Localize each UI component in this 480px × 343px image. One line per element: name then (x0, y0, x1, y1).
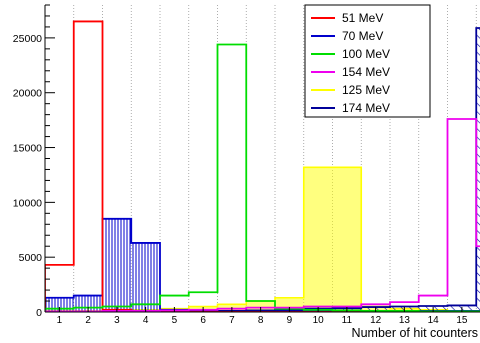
bar-70-mev-bin-3 (102, 218, 132, 312)
y-tick-label: 5000 (19, 252, 43, 264)
x-tick-label: 14 (428, 315, 440, 326)
legend-label-125-mev: 125 MeV (342, 83, 390, 97)
x-tick-label: 12 (370, 315, 382, 326)
x-tick-label: 7 (229, 315, 235, 326)
y-tick-label: 25000 (13, 33, 42, 45)
series-125-mev (45, 166, 480, 312)
x-tick-label: 11 (342, 315, 353, 326)
x-tick-label: 9 (287, 315, 293, 326)
bar-125-mev-bin-11 (332, 167, 362, 312)
x-tick-label: 2 (85, 315, 91, 326)
y-tick-label: 20000 (13, 88, 42, 100)
x-tick-label: 15 (456, 315, 468, 326)
y-tick-label: 10000 (13, 197, 42, 209)
legend-box (304, 4, 431, 118)
x-tick-label: 4 (143, 315, 149, 326)
outline-51-mev (45, 20, 480, 312)
legend-label-154-mev: 154 MeV (342, 65, 390, 79)
x-tick-label: 6 (200, 315, 206, 326)
bar-174-mev-bin-16 (476, 28, 480, 312)
series-100-mev (45, 43, 480, 312)
y-tick-label: 0 (36, 307, 42, 319)
x-tick-label: 3 (114, 315, 120, 326)
x-tick-label: 13 (399, 315, 411, 326)
series-51-mev (45, 20, 480, 312)
legend-label-174-mev: 174 MeV (342, 101, 390, 115)
outline-100-mev (45, 43, 480, 312)
x-tick-label: 10 (313, 315, 325, 326)
legend: 51 MeV 70 MeV 100 MeV 154 MeV 125 MeV 174 MeV (304, 4, 431, 118)
bar-125-mev-bin-8 (246, 301, 275, 312)
x-tick-label: 1 (57, 315, 63, 326)
legend-label-100-mev: 100 MeV (342, 47, 390, 61)
legend-label-51-mev: 51 MeV (342, 11, 383, 25)
x-tick-label: 8 (258, 315, 264, 326)
x-axis-title: Number of hit counters (352, 326, 478, 340)
x-tick-label: 5 (172, 315, 178, 326)
bar-125-mev-bin-10 (303, 167, 333, 312)
legend-label-70-mev: 70 MeV (342, 29, 383, 43)
bar-70-mev-bin-4 (131, 242, 160, 312)
series-70-mev (45, 217, 480, 312)
y-tick-label: 15000 (13, 143, 42, 155)
